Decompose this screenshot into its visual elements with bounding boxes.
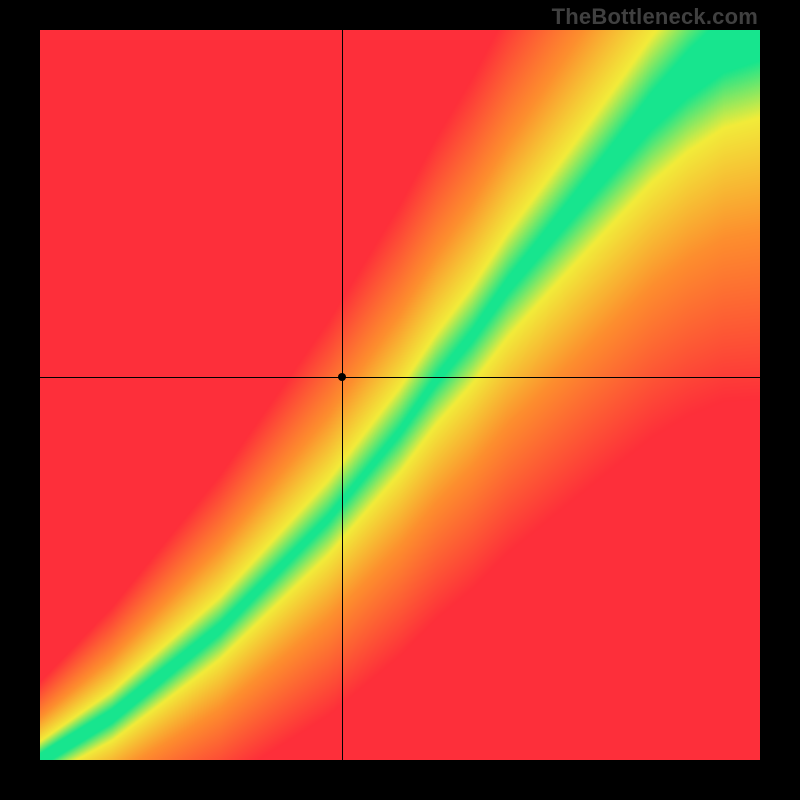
selection-marker bbox=[338, 373, 346, 381]
crosshair-horizontal bbox=[40, 377, 760, 378]
watermark: TheBottleneck.com bbox=[552, 4, 758, 30]
heatmap-canvas bbox=[40, 30, 760, 760]
crosshair-vertical bbox=[342, 30, 343, 760]
bottleneck-heatmap bbox=[40, 30, 760, 760]
